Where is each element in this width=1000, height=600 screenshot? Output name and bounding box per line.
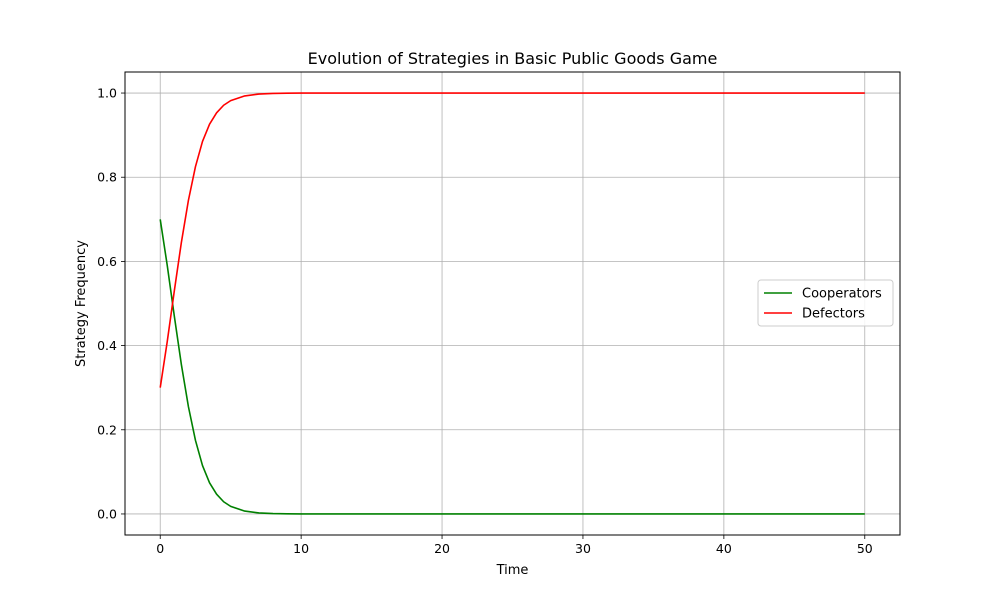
y-tick-label: 0.4: [97, 338, 117, 353]
y-tick-label: 1.0: [97, 86, 117, 101]
y-tick-label: 0.2: [97, 422, 117, 437]
x-tick-label: 40: [716, 541, 732, 556]
x-tick-label: 10: [293, 541, 309, 556]
x-tick-label: 20: [434, 541, 450, 556]
y-axis-ticks: 0.0 0.2 0.4 0.6 0.8 1.0: [97, 86, 125, 521]
x-tick-label: 50: [857, 541, 873, 556]
legend: Cooperators Defectors: [757, 279, 894, 327]
x-tick-label: 30: [575, 541, 591, 556]
x-axis-label: Time: [496, 563, 529, 578]
series-line-cooperators: [159, 219, 865, 515]
x-axis-ticks: 0 10 20 30 40 50: [156, 535, 873, 556]
legend-label: Defectors: [802, 307, 865, 322]
chart-title: Evolution of Strategies in Basic Public …: [308, 49, 718, 68]
y-tick-label: 0.8: [97, 170, 117, 185]
plot-area-frame: [124, 71, 901, 536]
series-layer: [159, 92, 865, 515]
y-tick-label: 0.6: [97, 254, 117, 269]
y-axis-label: Strategy Frequency: [74, 240, 89, 367]
legend-box: [757, 279, 894, 327]
y-tick-label: 0.0: [97, 506, 117, 521]
x-tick-label: 0: [156, 541, 164, 556]
series-line-defectors: [159, 92, 865, 388]
legend-label: Cooperators: [802, 287, 882, 302]
